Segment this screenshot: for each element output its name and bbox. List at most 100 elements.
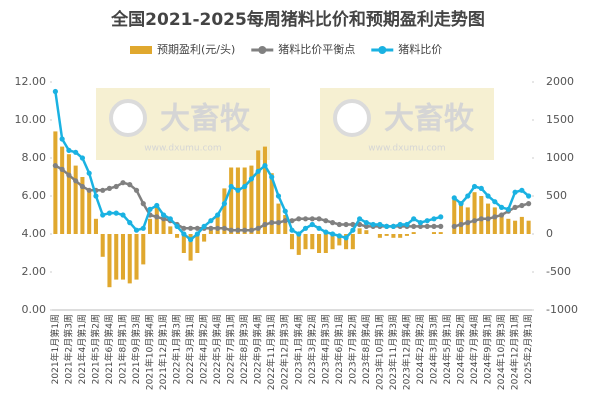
marker bbox=[160, 216, 167, 222]
marker bbox=[269, 220, 275, 226]
bar bbox=[310, 234, 315, 250]
x-tick-label: 2024年3月第3周 bbox=[427, 314, 439, 384]
bar bbox=[208, 230, 213, 234]
bar bbox=[384, 234, 389, 236]
marker bbox=[451, 195, 457, 201]
marker bbox=[242, 183, 248, 190]
marker bbox=[113, 210, 119, 216]
chart-title: 全国2021-2025每周猪料比价和预期盈利走势图 bbox=[110, 9, 485, 30]
marker bbox=[215, 212, 221, 218]
marker bbox=[316, 216, 322, 222]
x-tick-label: 2024年6月第2周 bbox=[455, 314, 467, 384]
y-tick-label: 12.00 bbox=[15, 75, 47, 88]
bar bbox=[87, 192, 92, 234]
marker bbox=[66, 172, 72, 178]
bar bbox=[66, 154, 71, 234]
marker bbox=[485, 193, 491, 199]
marker bbox=[384, 223, 390, 229]
bar bbox=[289, 234, 295, 250]
marker bbox=[302, 225, 309, 231]
bar bbox=[141, 234, 146, 265]
x-tick-label: 2022年3月第1周 bbox=[184, 314, 196, 384]
marker bbox=[187, 237, 194, 243]
x-tick-label: 2022年1月第3周 bbox=[171, 314, 183, 384]
x-tick-label: 2022年5月第4周 bbox=[211, 314, 223, 384]
marker bbox=[390, 223, 397, 229]
marker bbox=[498, 212, 505, 218]
bar bbox=[269, 173, 274, 234]
marker bbox=[478, 216, 484, 222]
marker bbox=[336, 221, 342, 228]
y-tick-label: 8.00 bbox=[22, 151, 47, 164]
y2-tick-label: 1000 bbox=[546, 151, 574, 164]
marker bbox=[350, 227, 356, 233]
marker bbox=[370, 221, 376, 228]
marker bbox=[411, 223, 417, 229]
bar bbox=[317, 234, 322, 253]
marker bbox=[181, 225, 187, 231]
marker bbox=[100, 187, 106, 193]
bar bbox=[357, 228, 362, 234]
bar bbox=[479, 196, 484, 234]
bar bbox=[148, 218, 153, 234]
marker bbox=[492, 214, 498, 220]
bar bbox=[229, 167, 234, 234]
bar bbox=[330, 234, 335, 250]
bar bbox=[364, 230, 369, 234]
bar bbox=[337, 234, 342, 246]
marker bbox=[296, 216, 302, 222]
marker bbox=[485, 216, 491, 222]
marker bbox=[221, 225, 227, 231]
watermark-url: www.dxumu.com bbox=[144, 144, 221, 154]
bar bbox=[93, 218, 98, 234]
bar bbox=[181, 234, 186, 253]
marker bbox=[221, 201, 227, 207]
marker bbox=[127, 182, 133, 188]
bar bbox=[499, 215, 504, 234]
marker bbox=[424, 223, 430, 229]
marker bbox=[52, 163, 58, 169]
bar bbox=[472, 192, 477, 234]
x-tick-label: 2024年7月第4周 bbox=[468, 314, 480, 384]
marker bbox=[86, 170, 92, 176]
marker bbox=[526, 201, 532, 207]
marker bbox=[187, 225, 194, 231]
x-tick-label: 2023年11月第3周 bbox=[387, 314, 399, 390]
marker bbox=[86, 187, 92, 193]
y-tick-label: 4.00 bbox=[22, 227, 47, 240]
y2-tick-label: 500 bbox=[546, 189, 567, 202]
y-tick-label: 2.00 bbox=[22, 265, 47, 278]
marker bbox=[512, 204, 518, 210]
bar bbox=[127, 234, 132, 284]
legend-label: 预期盈利(元/头) bbox=[157, 43, 235, 56]
marker bbox=[201, 223, 207, 229]
marker bbox=[235, 187, 241, 193]
marker bbox=[93, 193, 99, 199]
marker bbox=[316, 225, 322, 231]
marker bbox=[269, 174, 275, 180]
x-tick-label: 2024年10月第3周 bbox=[495, 314, 507, 390]
legend-marker bbox=[378, 46, 387, 54]
x-tick-label: 2024年2月第2周 bbox=[414, 314, 426, 384]
marker bbox=[59, 136, 65, 142]
x-tick-label: 2022年11月第1周 bbox=[265, 314, 277, 390]
bar bbox=[276, 203, 281, 234]
marker bbox=[127, 220, 133, 226]
marker bbox=[336, 233, 342, 239]
bar bbox=[506, 218, 511, 234]
marker bbox=[194, 225, 200, 231]
bar bbox=[114, 234, 119, 280]
y2-tick-label: 0 bbox=[546, 227, 553, 240]
bar bbox=[344, 234, 349, 250]
bar bbox=[168, 226, 173, 234]
marker bbox=[377, 221, 383, 228]
bar bbox=[222, 188, 227, 234]
marker bbox=[343, 221, 349, 228]
marker bbox=[289, 227, 295, 233]
legend-marker bbox=[258, 46, 267, 54]
marker bbox=[106, 185, 113, 191]
marker bbox=[208, 218, 214, 224]
x-tick-label: 2021年5月第2周 bbox=[89, 314, 101, 384]
y2-tick-label: -500 bbox=[546, 265, 571, 278]
bar bbox=[215, 215, 220, 234]
